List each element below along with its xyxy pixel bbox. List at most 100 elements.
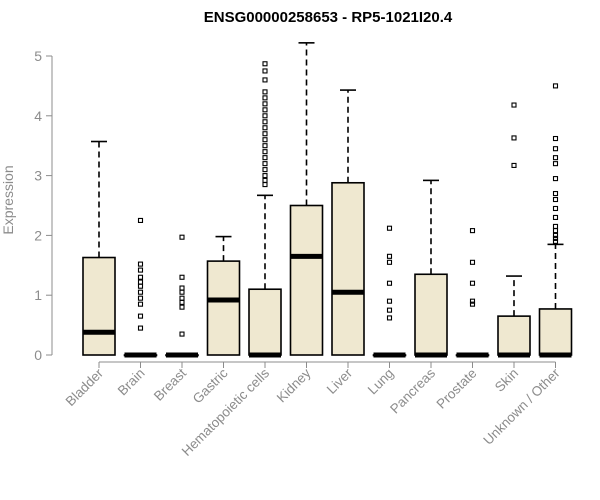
box-iqr xyxy=(538,308,573,356)
x-tick-label: Brain xyxy=(115,366,148,399)
y-axis: 0 1 2 3 4 5 xyxy=(34,48,53,363)
outlier-point xyxy=(262,125,268,131)
outlier-point xyxy=(552,146,559,152)
outlier-point xyxy=(552,228,559,234)
outlier-point xyxy=(469,298,476,304)
x-tick-label: Lung xyxy=(365,366,397,398)
outlier-point xyxy=(262,173,268,179)
outlier-point xyxy=(137,274,144,280)
outlier-point xyxy=(386,280,393,286)
box-iqr xyxy=(248,288,282,356)
outlier-point xyxy=(552,155,559,161)
box-group xyxy=(331,89,365,356)
x-tick-label: Kidney xyxy=(274,365,314,405)
outlier-point xyxy=(552,190,559,197)
outlier-point xyxy=(262,77,268,83)
outlier-point xyxy=(262,113,268,119)
y-tick-label: 5 xyxy=(34,48,42,64)
outlier-point xyxy=(552,135,559,142)
box-group xyxy=(497,102,531,358)
x-tick-label: Bladder xyxy=(63,365,107,409)
outlier-point xyxy=(552,205,559,212)
outlier-point xyxy=(511,102,517,108)
outlier-point xyxy=(262,182,268,188)
box-group xyxy=(372,225,407,358)
outlier-point xyxy=(137,267,144,273)
outlier-point xyxy=(552,196,559,203)
outlier-point xyxy=(552,238,559,244)
outlier-point xyxy=(179,234,185,240)
outlier-point xyxy=(137,325,144,331)
outlier-point xyxy=(179,304,185,310)
outlier-point xyxy=(386,225,393,231)
x-tick-label: Liver xyxy=(324,365,356,397)
box-group xyxy=(165,234,199,358)
outlier-point xyxy=(552,223,559,229)
outlier-point xyxy=(262,101,268,107)
outlier-point xyxy=(469,301,476,307)
outlier-point xyxy=(179,289,185,295)
outlier-point xyxy=(262,68,268,74)
outlier-point xyxy=(137,283,144,289)
box-group xyxy=(414,179,448,358)
box-group xyxy=(82,140,116,356)
x-tick-label: Unknown / Other xyxy=(480,365,563,448)
outlier-point xyxy=(179,299,185,305)
box-group xyxy=(248,61,282,358)
box-iqr xyxy=(206,260,241,356)
outlier-point xyxy=(137,279,144,285)
box-iqr xyxy=(414,273,448,356)
outlier-point xyxy=(552,232,559,238)
x-tick-label: Gastric xyxy=(190,365,231,406)
outlier-point xyxy=(137,301,144,307)
outlier-point xyxy=(262,61,268,67)
box-iqr xyxy=(497,315,531,356)
outlier-point xyxy=(262,95,268,101)
outlier-point xyxy=(262,119,268,125)
outlier-point xyxy=(137,313,144,319)
outlier-point xyxy=(552,161,559,167)
outlier-point xyxy=(386,298,393,304)
outlier-point xyxy=(137,261,144,267)
x-tick-label: Pancreas xyxy=(387,365,438,416)
outlier-point xyxy=(386,259,393,265)
outlier-point xyxy=(179,274,185,280)
outlier-point xyxy=(469,280,476,286)
outlier-point xyxy=(511,162,517,168)
box-group xyxy=(455,228,490,358)
outlier-point xyxy=(262,89,268,95)
box-iqr xyxy=(82,256,116,356)
box-iqr xyxy=(331,181,365,356)
outlier-point xyxy=(262,155,268,161)
outlier-point xyxy=(262,143,268,149)
outlier-point xyxy=(262,161,268,167)
y-tick-label: 0 xyxy=(34,347,42,363)
outlier-point xyxy=(262,167,268,173)
y-tick-label: 2 xyxy=(34,227,42,243)
outlier-point xyxy=(262,131,268,137)
outlier-point xyxy=(552,176,559,182)
y-tick-label: 4 xyxy=(34,108,42,124)
outlier-point xyxy=(137,289,144,295)
outlier-point xyxy=(262,177,268,183)
x-tick-label: Prostate xyxy=(433,366,479,412)
box-group xyxy=(123,217,158,358)
outlier-point xyxy=(469,259,476,265)
outlier-point xyxy=(179,295,185,301)
outlier-point xyxy=(137,217,144,223)
y-tick-label: 3 xyxy=(34,168,42,184)
y-axis-label: Expression xyxy=(0,165,16,234)
outlier-point xyxy=(511,135,517,141)
chart-title: ENSG00000258653 - RP5-1021I20.4 xyxy=(204,9,453,26)
y-tick-label: 1 xyxy=(34,287,42,303)
box-iqr xyxy=(289,204,324,356)
outlier-point xyxy=(137,295,144,301)
outlier-point xyxy=(262,149,268,155)
outlier-point xyxy=(179,285,185,291)
outlier-point xyxy=(386,253,393,259)
box-group xyxy=(206,235,241,356)
outlier-point xyxy=(262,137,268,143)
boxes-layer xyxy=(82,42,573,358)
